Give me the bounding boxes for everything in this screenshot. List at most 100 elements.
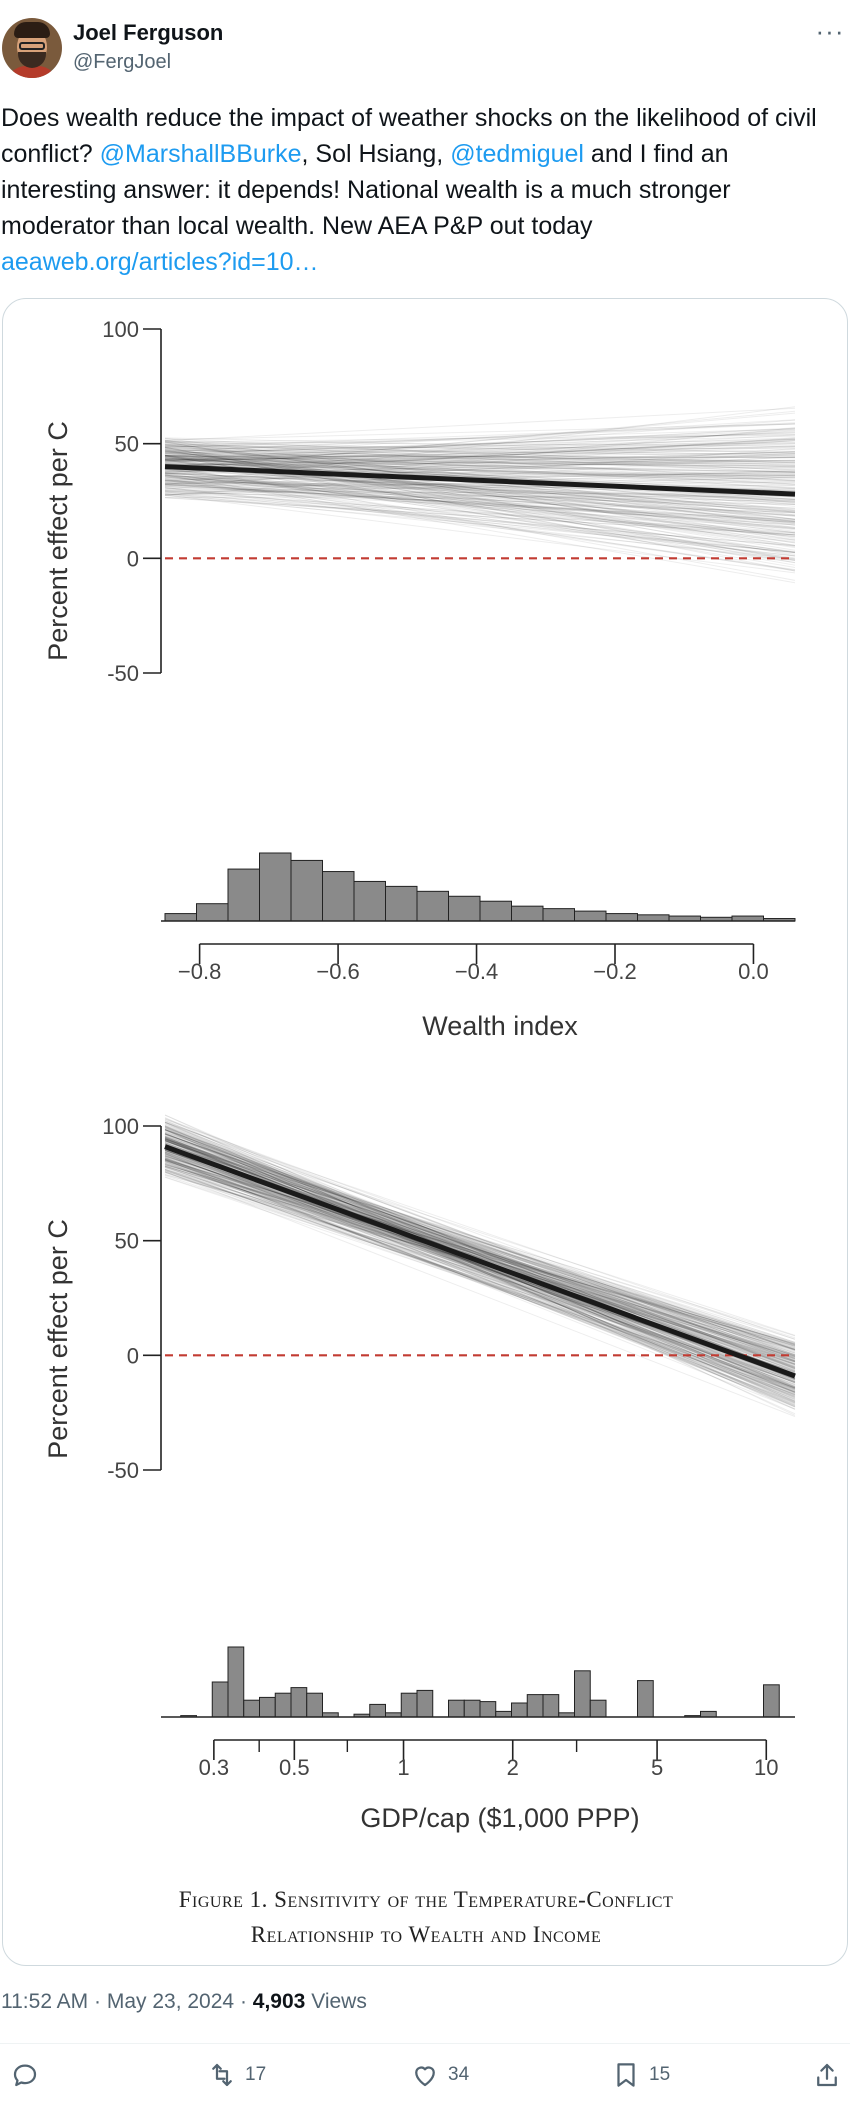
uncertainty-line — [164, 455, 796, 459]
uncertainty-line — [164, 1140, 796, 1360]
uncertainty-line — [164, 455, 796, 512]
uncertainty-line — [164, 410, 796, 471]
histogram-bar — [574, 910, 607, 922]
x-axis-label: Wealth index — [422, 1011, 578, 1041]
uncertainty-line — [164, 1149, 796, 1380]
uncertainty-line — [164, 440, 796, 466]
uncertainty-line — [164, 1133, 796, 1362]
uncertainty-line — [164, 473, 796, 497]
uncertainty-line — [164, 1118, 796, 1351]
retweet-button[interactable]: 17 — [207, 2050, 266, 2100]
uncertainty-line — [164, 493, 796, 560]
uncertainty-line — [164, 441, 796, 557]
uncertainty-line — [164, 1152, 796, 1400]
uncertainty-line — [164, 490, 796, 495]
uncertainty-line — [164, 467, 796, 553]
uncertainty-line — [164, 493, 796, 535]
uncertainty-line — [164, 1154, 796, 1379]
histogram-bar — [400, 1692, 418, 1718]
uncertainty-line — [164, 459, 796, 467]
x-tick-label: 5 — [651, 1755, 663, 1780]
uncertainty-line — [164, 1142, 796, 1369]
uncertainty-line — [164, 491, 796, 534]
uncertainty-line — [164, 1158, 796, 1393]
y-tick-label: -50 — [107, 1458, 139, 1483]
uncertainty-line — [164, 460, 796, 465]
uncertainty-line — [164, 486, 796, 514]
share-icon — [817, 2063, 837, 2087]
uncertainty-line — [164, 487, 796, 562]
uncertainty-line — [164, 1131, 796, 1350]
share-button[interactable] — [812, 2050, 850, 2100]
article-link[interactable]: aeaweb.org/articles?id=10… — [1, 248, 319, 276]
uncertainty-line — [164, 450, 796, 473]
histogram-bar — [448, 895, 481, 922]
uncertainty-line — [164, 442, 796, 526]
uncertainty-line — [164, 1168, 796, 1347]
bookmark-button[interactable]: 15 — [611, 2050, 670, 2100]
uncertainty-line — [164, 465, 796, 517]
uncertainty-line — [164, 479, 796, 571]
uncertainty-line — [164, 1171, 796, 1417]
uncertainty-line — [164, 452, 796, 546]
uncertainty-line — [164, 1170, 796, 1380]
uncertainty-line — [164, 1157, 796, 1385]
mention-marshallbburke[interactable]: @MarshallBBurke — [99, 140, 302, 168]
author-name[interactable]: Joel Ferguson — [73, 20, 224, 45]
uncertainty-line — [164, 1133, 796, 1376]
like-button[interactable]: 34 — [410, 2050, 469, 2100]
uncertainty-line — [164, 461, 796, 489]
uncertainty-line — [164, 450, 796, 482]
uncertainty-line — [164, 1122, 796, 1340]
histogram-bar — [637, 1680, 654, 1718]
uncertainty-line — [164, 1162, 796, 1384]
tweet-date[interactable]: May 23, 2024 — [106, 1990, 235, 2013]
uncertainty-line — [164, 474, 796, 530]
uncertainty-line — [164, 449, 796, 564]
uncertainty-line — [164, 459, 796, 483]
chart-gdp-cap: 100 50 0 -50 Percent effect per C 0.3 0.5 1 2 5 10… — [43, 1114, 796, 1833]
uncertainty-line — [164, 1136, 796, 1393]
uncertainty-line — [164, 1163, 796, 1377]
uncertainty-line — [164, 1157, 796, 1407]
uncertainty-line — [164, 494, 796, 547]
uncertainty-line — [164, 1143, 796, 1357]
uncertainty-line — [164, 1137, 796, 1394]
tweet-time[interactable]: 11:52 AM — [1, 1990, 89, 2013]
uncertainty-line — [164, 489, 796, 502]
histogram-bar — [211, 1681, 229, 1718]
uncertainty-line — [164, 1134, 796, 1356]
uncertainty-line — [164, 479, 796, 502]
avatar[interactable] — [2, 18, 62, 78]
histogram-bar — [448, 1699, 465, 1718]
x-tick-label: 0.3 — [199, 1755, 230, 1780]
uncertainty-line — [164, 480, 796, 500]
uncertainty-line — [164, 449, 796, 455]
uncertainty-line — [164, 1156, 796, 1349]
uncertainty-line — [164, 474, 796, 536]
uncertainty-line — [164, 449, 796, 461]
more-options-icon[interactable]: ··· — [815, 16, 845, 46]
uncertainty-line — [164, 449, 796, 464]
mention-tedmiguel[interactable]: @tedmiguel — [450, 140, 584, 168]
tweet-text-segment: , Sol Hsiang, — [301, 140, 451, 168]
uncertainty-line — [164, 1138, 796, 1339]
uncertainty-line — [164, 1133, 796, 1354]
uncertainty-line — [164, 442, 796, 456]
uncertainty-line — [164, 490, 796, 513]
uncertainty-line — [164, 472, 796, 529]
uncertainty-line — [164, 437, 796, 472]
uncertainty-line — [164, 482, 796, 517]
uncertainty-line — [164, 490, 796, 520]
uncertainty-line — [164, 485, 796, 521]
uncertainty-line — [164, 1124, 796, 1370]
histogram-bar — [700, 1710, 717, 1718]
uncertainty-line — [164, 1145, 796, 1345]
uncertainty-line — [164, 459, 796, 474]
uncertainty-line — [164, 1121, 796, 1387]
uncertainty-line — [164, 457, 796, 493]
figure-image[interactable]: 100 50 0 -50 Percent effect per C −0.8 −0.6 −0.… — [2, 298, 848, 1966]
reply-button[interactable] — [10, 2050, 48, 2100]
author-handle[interactable]: @FergJoel — [73, 51, 172, 73]
uncertainty-line — [164, 472, 796, 502]
